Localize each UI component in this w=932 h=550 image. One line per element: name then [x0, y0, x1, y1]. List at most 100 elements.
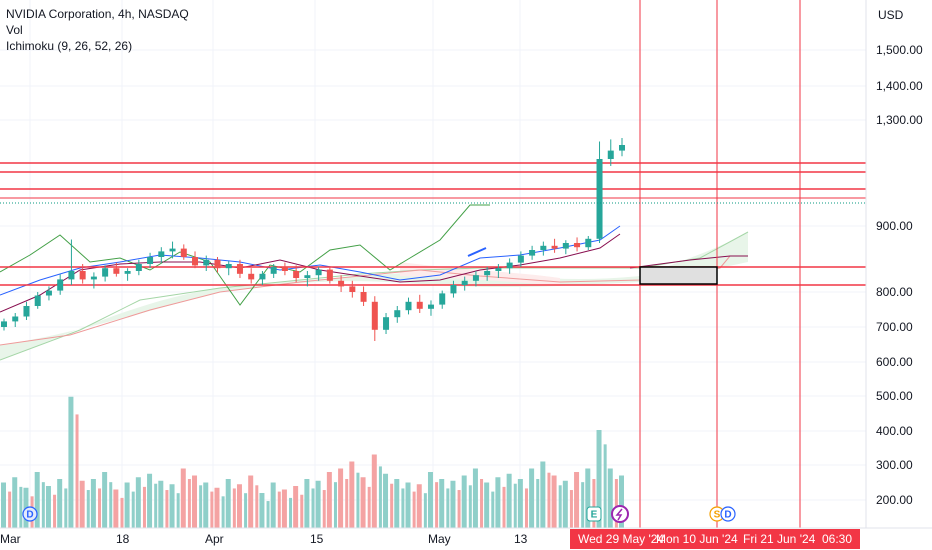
price-tick-label: 800.00	[876, 285, 913, 299]
volume-bar	[192, 475, 198, 528]
volume-bar	[439, 479, 445, 528]
candle-body	[562, 243, 569, 249]
volume-bar	[371, 454, 377, 528]
cloud-area	[400, 262, 560, 286]
time-tick-label: Mar	[0, 532, 21, 546]
candle-body	[371, 301, 378, 330]
volume-bar	[367, 486, 371, 528]
legend-ichimoku[interactable]: Ichimoku (9, 26, 52, 26)	[6, 39, 133, 53]
senkou-span-a	[0, 231, 749, 361]
volume-bar	[19, 486, 23, 528]
candle-body	[450, 285, 457, 294]
candle-body	[540, 245, 547, 250]
candle-body	[495, 268, 502, 271]
volume-bar	[345, 479, 349, 528]
volume-bar	[558, 485, 562, 528]
volume-bar	[607, 468, 613, 528]
volume-bar	[225, 479, 231, 528]
volume-bar	[281, 489, 287, 528]
event-badge	[720, 506, 736, 522]
candle-body	[472, 275, 479, 281]
volume-bar	[131, 491, 135, 528]
earnings-badge	[586, 506, 602, 522]
volume-bar	[562, 480, 568, 528]
candle-body	[484, 271, 491, 276]
volume-bar	[169, 484, 175, 528]
volume-bar	[517, 479, 523, 528]
candle-body	[90, 276, 97, 280]
volume-bar	[491, 491, 495, 528]
candle-body	[102, 268, 109, 277]
volume-bar	[524, 488, 528, 528]
candle-body	[405, 301, 412, 311]
vertical-marker-date: Wed 29 May '24	[578, 532, 664, 546]
volume-bar	[322, 490, 326, 528]
candle-body	[135, 264, 142, 271]
volume-bar	[259, 493, 265, 528]
volume-bar	[333, 482, 337, 528]
candle-body	[270, 266, 277, 274]
lagging-span	[0, 204, 490, 306]
volume-bar	[338, 468, 344, 528]
candle-body	[585, 238, 592, 248]
volume-bar	[165, 490, 169, 528]
candle-body	[619, 145, 625, 151]
candle-body	[506, 262, 513, 269]
legend-volume[interactable]: Vol	[6, 23, 23, 37]
base-line-extension	[629, 255, 748, 269]
volume-bar	[551, 475, 557, 528]
volume-bar	[244, 493, 248, 528]
volume-bar	[255, 485, 259, 528]
candle-body	[124, 271, 131, 274]
volume-bar	[86, 490, 90, 528]
conversion-line	[467, 247, 487, 257]
candle-body	[281, 266, 288, 271]
candle-body	[34, 295, 41, 306]
range-box[interactable]	[639, 266, 718, 285]
volume-bar	[468, 485, 472, 528]
volume-bar	[484, 482, 490, 528]
volume-bar	[446, 488, 450, 528]
volume-bars	[1, 396, 624, 528]
volume-bar	[45, 486, 51, 528]
event-badge-label: D	[724, 510, 731, 521]
volume-bar	[540, 461, 546, 528]
vertical-markers[interactable]	[639, 0, 801, 528]
volume-bar	[435, 482, 439, 528]
volume-bar	[581, 482, 585, 528]
price-tick-label: 400.00	[876, 424, 913, 438]
chart-legend: NVIDIA Corporation, 4h, NASDAQ Vol Ichim…	[6, 6, 189, 54]
candle-body	[57, 279, 64, 291]
volume-bar	[472, 468, 478, 528]
volume-bar	[356, 472, 360, 528]
candle-body	[607, 150, 614, 159]
currency-label[interactable]: USD	[878, 8, 904, 22]
volume-bar	[203, 482, 209, 528]
candlesticks	[1, 138, 625, 341]
volume-bar	[57, 479, 63, 528]
candle-body	[338, 280, 345, 287]
candle-body	[304, 275, 311, 278]
time-label: 06:30	[822, 532, 852, 546]
ichimoku-cloud	[0, 232, 748, 360]
volume-bar	[495, 477, 501, 528]
volume-bar	[270, 482, 276, 528]
legend-title[interactable]: NVIDIA Corporation, 4h, NASDAQ	[6, 7, 189, 21]
time-tick-label: May	[428, 532, 451, 546]
volume-bar	[214, 487, 220, 528]
volume-bar	[315, 480, 321, 528]
volume-bar	[135, 477, 141, 528]
volume-bar	[585, 468, 591, 528]
ichimoku-lines	[0, 204, 749, 361]
price-axis[interactable]: 1,500.00 1,400.00 1,300.00 900.00 800.00 700.…	[865, 0, 932, 528]
volume-bar	[390, 483, 394, 528]
candle-body	[147, 257, 154, 264]
volume-bar	[12, 477, 18, 528]
volume-bar	[405, 482, 411, 528]
candle-body	[517, 255, 524, 263]
volume-bar	[506, 473, 512, 528]
candle-body	[596, 159, 603, 239]
